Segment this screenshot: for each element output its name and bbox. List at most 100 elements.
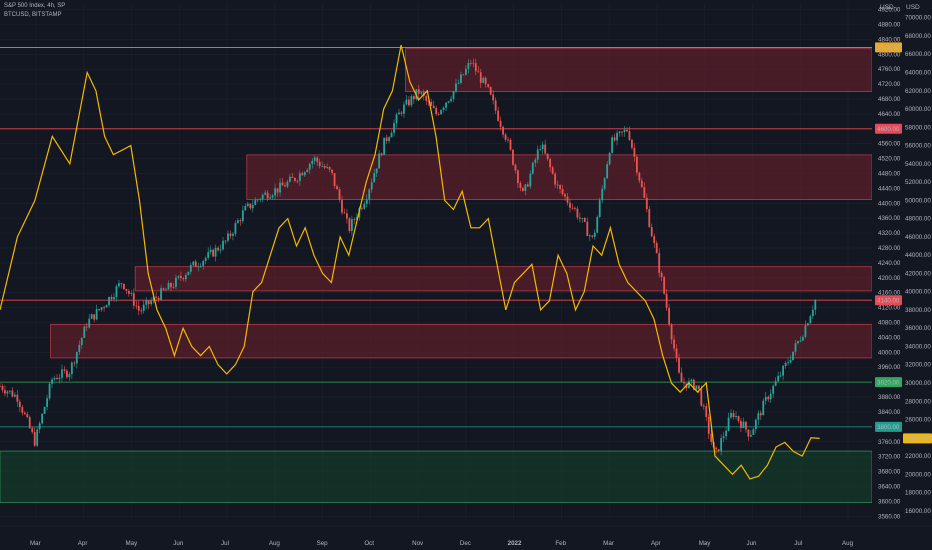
- candle-body-82: [202, 260, 205, 266]
- candle-body-284: [702, 405, 705, 407]
- candle-body-189: [467, 63, 470, 69]
- spx-tick-label-3: 4800.00: [878, 51, 901, 58]
- btc-tick-label-15: 40000.00: [905, 289, 931, 296]
- candle-body-291: [720, 438, 723, 452]
- level-tag-bg-1: [875, 123, 902, 134]
- candle-body-261: [645, 197, 648, 210]
- candle-body-222: [549, 159, 552, 168]
- time-tick-label-6: Sep: [317, 540, 329, 547]
- candle-body-161: [398, 112, 400, 115]
- candle-body-121: [298, 173, 301, 181]
- level-tag-bg-2: [875, 295, 902, 306]
- spx-tick-label-21: 4080.00: [878, 320, 901, 327]
- candle-body-305: [754, 419, 757, 430]
- time-axis[interactable]: Mar Apr May Jun Jul Aug Sep Oct Nov Dec 2022 Feb Mar…: [0, 525, 932, 547]
- candle-body-108: [266, 192, 269, 199]
- candle-body-237: [586, 221, 589, 237]
- candle-body-226: [559, 184, 561, 189]
- candle-body-279: [690, 379, 693, 382]
- spx-tick-label-15: 4320.00: [878, 230, 901, 237]
- main-series-legend[interactable]: S&P 500 Index, 4h, SP: [4, 3, 66, 9]
- candle-body-199: [492, 94, 495, 101]
- horizontal-levels: [0, 46, 872, 428]
- spx-tick-label-32: 3640.00: [878, 483, 901, 490]
- candle-body-177: [437, 114, 440, 115]
- candle-body-307: [759, 413, 762, 416]
- candle-body-241: [596, 216, 599, 233]
- price-axes[interactable]: 4920.00 4880.00 4840.00 4800.00 4760.00 4720.…: [872, 0, 932, 550]
- candle-body-98: [241, 210, 244, 221]
- candle-body-52: [127, 290, 130, 294]
- time-tick-label-5: Aug: [269, 540, 281, 547]
- candle-body-191: [472, 63, 475, 65]
- candle-body-178: [440, 110, 443, 115]
- candle-body-158: [390, 132, 393, 138]
- candle-body-19: [46, 398, 48, 407]
- level-tag-label-0: 4818.62: [877, 45, 900, 52]
- spx-candles: [0, 58, 817, 456]
- candle-body-72: [177, 276, 180, 278]
- candle-body-60: [147, 300, 150, 305]
- btc-tick-label-16: 38000.00: [905, 307, 931, 314]
- candle-body-151: [373, 173, 376, 183]
- spx-tick-label-27: 3840.00: [878, 409, 901, 416]
- candle-body-99: [244, 205, 247, 211]
- candle-body-196: [484, 77, 487, 85]
- candle-body-34: [83, 326, 86, 338]
- candle-body-313: [774, 381, 777, 386]
- candle-body-246: [608, 152, 611, 165]
- candle-body-280: [692, 379, 695, 390]
- level-tag-label-4: 3800.00: [877, 424, 900, 431]
- candle-body-102: [251, 205, 254, 209]
- overlay-series-legend[interactable]: BTCUSD, BITSTAMP: [4, 12, 62, 18]
- candle-body-88: [217, 247, 219, 251]
- candle-body-160: [395, 114, 398, 124]
- candle-body-316: [782, 365, 785, 376]
- candle-body-63: [155, 296, 158, 298]
- spx-tick-label-18: 4200.00: [878, 275, 901, 282]
- candle-body-24: [58, 377, 61, 380]
- candle-body-78: [192, 261, 195, 266]
- candle-body-56: [137, 305, 140, 311]
- candle-body-59: [145, 300, 148, 305]
- candle-body-97: [239, 220, 242, 222]
- btc-tick-label-7: 56000.00: [905, 143, 931, 150]
- candle-body-74: [182, 278, 185, 280]
- spx-tick-label-19: 4160.00: [878, 290, 901, 297]
- candle-body-107: [264, 192, 267, 195]
- candle-body-210: [519, 183, 522, 188]
- time-tick-label-9: Dec: [460, 540, 471, 547]
- candle-body-21: [51, 379, 53, 384]
- candle-body-298: [737, 415, 740, 422]
- time-tick-label-10: 2022: [508, 540, 522, 547]
- time-tick-label-7: Oct: [364, 540, 374, 547]
- candle-body-120: [296, 180, 299, 182]
- candle-body-130: [321, 166, 324, 167]
- candle-body-132: [326, 166, 329, 168]
- candle-body-198: [489, 86, 492, 95]
- time-tick-label-1: Apr: [78, 540, 88, 547]
- level-tag-label-3: 3920.00: [877, 379, 900, 386]
- candle-body-317: [784, 363, 787, 366]
- candle-body-312: [772, 385, 775, 394]
- level-tag-bg-0: [875, 42, 902, 53]
- candle-body-136: [336, 186, 338, 190]
- candle-body-223: [551, 167, 554, 174]
- candle-body-85: [209, 249, 212, 253]
- spx-tick-label-5: 4720.00: [878, 81, 901, 88]
- candle-body-83: [204, 257, 207, 261]
- candle-body-273: [675, 348, 678, 358]
- candle-body-124: [306, 169, 309, 173]
- candle-body-297: [735, 415, 737, 418]
- candle-body-96: [237, 220, 239, 224]
- resistance-zone-3: [50, 324, 873, 359]
- candle-body-274: [678, 357, 680, 373]
- candle-body-262: [648, 209, 651, 228]
- candle-body-224: [554, 173, 557, 185]
- candle-body-104: [256, 199, 259, 201]
- spx-tick-label-11: 4480.00: [878, 171, 901, 178]
- time-tick-label-16: Jul: [794, 540, 802, 547]
- candle-body-193: [477, 71, 480, 73]
- candle-body-180: [445, 102, 447, 108]
